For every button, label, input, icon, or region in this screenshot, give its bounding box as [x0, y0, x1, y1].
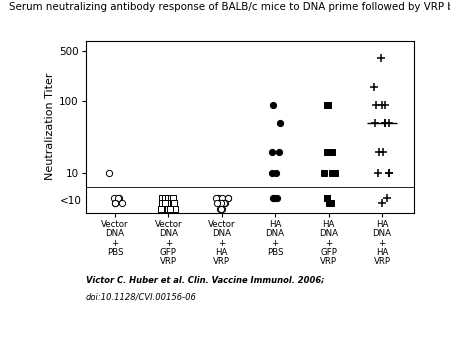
- Y-axis label: Neutralization Titer: Neutralization Titer: [45, 73, 55, 180]
- Text: Serum neutralizing antibody response of BALB/c mice to DNA prime followed by VRP: Serum neutralizing antibody response of …: [9, 2, 450, 12]
- Text: Victor C. Huber et al. Clin. Vaccine Immunol. 2006;: Victor C. Huber et al. Clin. Vaccine Imm…: [86, 275, 324, 285]
- Text: <10: <10: [60, 196, 82, 206]
- Text: doi:10.1128/CVI.00156-06: doi:10.1128/CVI.00156-06: [86, 292, 196, 301]
